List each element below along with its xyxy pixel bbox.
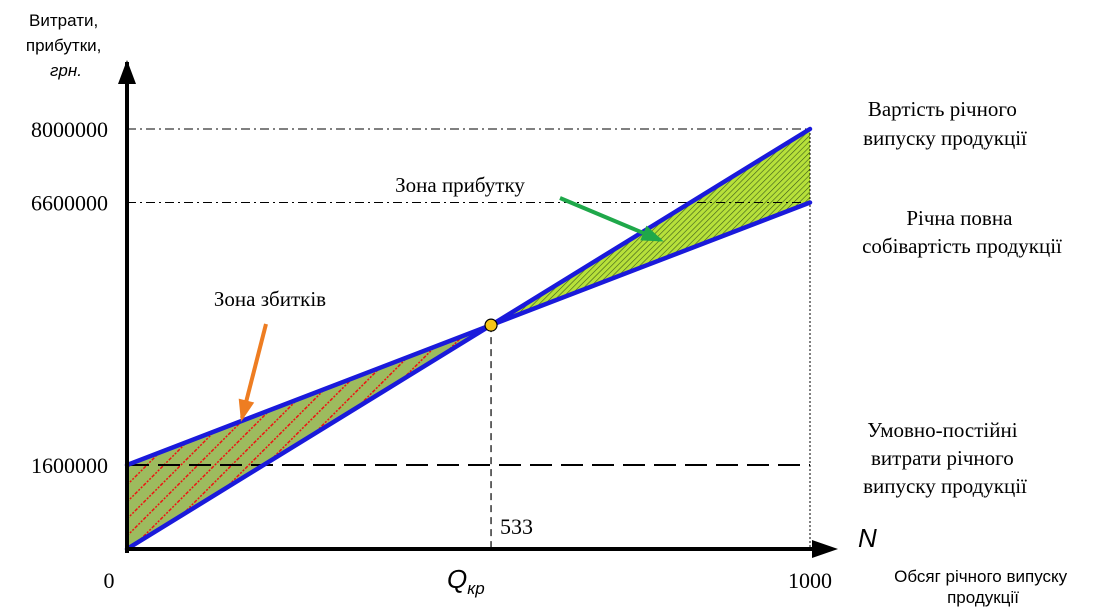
loss-zone-arrow-head — [238, 398, 255, 422]
y-tick-label-6600000: 6600000 — [31, 191, 108, 216]
series-label-revenue: Вартість річного випуску продукції — [863, 97, 1027, 150]
series-label-fixed-cost-line-1: Умовно-постійні — [867, 418, 1018, 442]
series-label-total-cost-line-1: Річна повна — [906, 206, 1013, 230]
x-axis-symbol: N — [858, 523, 877, 553]
y-axis-title-line-1: Витрати, — [29, 11, 98, 30]
x-axis-title-line-2: продукції — [947, 588, 1019, 607]
series-label-fixed-cost: Умовно-постійні витрати річного випуску … — [863, 418, 1027, 498]
series-label-revenue-line-1: Вартість річного — [868, 97, 1017, 121]
x-tick-label-1000: 1000 — [788, 568, 832, 593]
series-label-revenue-line-2: випуску продукції — [863, 126, 1027, 150]
y-axis-title-line-3: грн. — [50, 61, 82, 80]
axes — [118, 60, 838, 558]
zone-label-loss: Зона збитків — [214, 287, 326, 311]
y-axis-title-line-2: прибутки, — [26, 36, 101, 55]
x-axis-title: Обсяг річного випуску продукції — [894, 567, 1072, 607]
guides-layer — [127, 128, 811, 553]
zone-label-profit: Зона прибутку — [395, 173, 525, 197]
profit-zone-arrow-head — [640, 225, 664, 242]
y-tick-label-1600000: 1600000 — [31, 453, 108, 478]
break-even-point — [484, 318, 498, 332]
break-even-symbol: Qкр — [447, 564, 485, 598]
profit-zone-arrow-shaft — [559, 196, 661, 242]
series-label-fixed-cost-line-3: випуску продукції — [863, 474, 1027, 498]
y-axis-title: Витрати, прибутки, грн. — [26, 11, 106, 80]
series-label-total-cost-line-2: собівартість продукції — [862, 234, 1062, 258]
y-axis-arrow — [118, 60, 136, 84]
series-line-revenue — [124, 126, 813, 552]
x-axis-title-line-1: Обсяг річного випуску — [894, 567, 1068, 586]
y-tick-label-8000000: 8000000 — [31, 117, 108, 142]
break-even-symbol-main: Q — [447, 564, 467, 594]
series-line-total-cost — [124, 200, 813, 468]
break-even-value-label: 533 — [500, 514, 533, 539]
x-tick-label-0: 0 — [104, 568, 115, 593]
x-axis-arrow — [812, 540, 838, 558]
series-label-total-cost: Річна повна собівартість продукції — [862, 206, 1062, 258]
labels-layer: 1600000 6600000 8000000 0 1000 533 — [31, 117, 832, 593]
series-label-fixed-cost-line-2: витрати річного — [871, 446, 1014, 470]
break-even-symbol-sub: кр — [467, 579, 484, 598]
series-lines — [124, 126, 813, 552]
